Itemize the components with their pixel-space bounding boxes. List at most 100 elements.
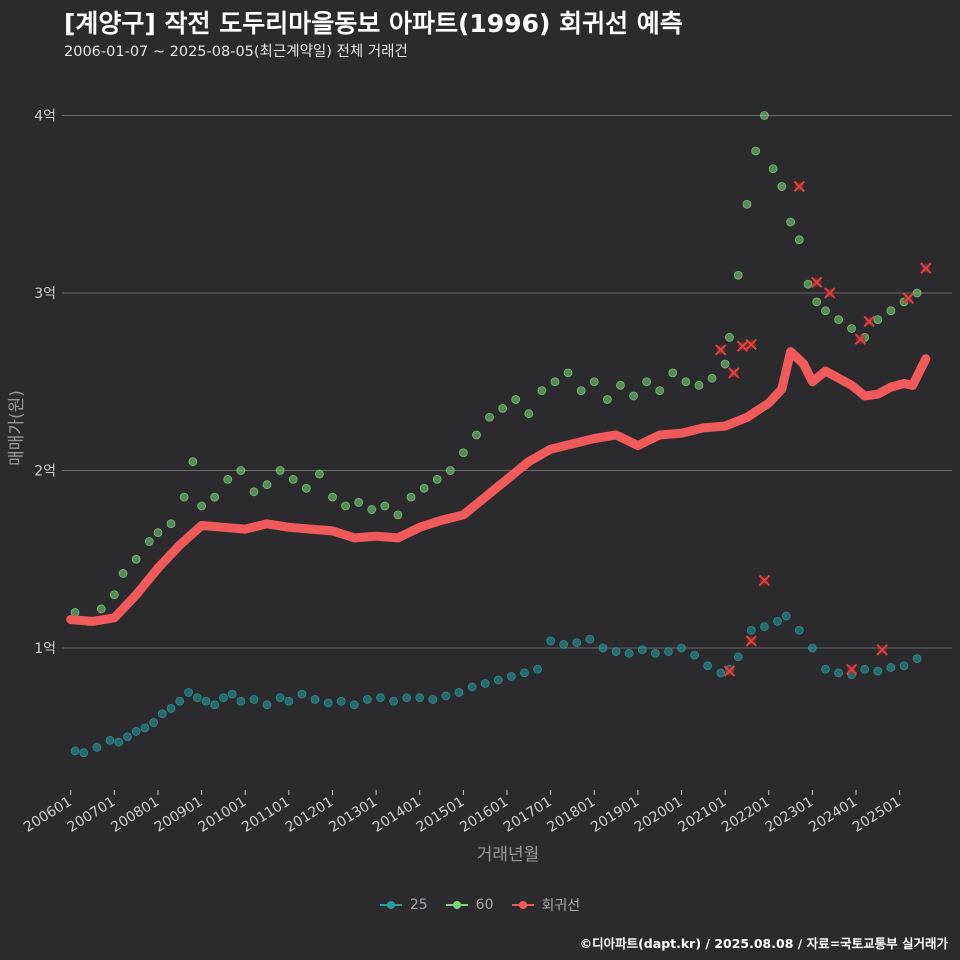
- point-25: [402, 693, 412, 703]
- point-60: [912, 288, 922, 298]
- point-25: [760, 622, 769, 632]
- point-25: [166, 703, 176, 713]
- point-60: [472, 430, 481, 440]
- x-axis-ticks: 2006012007012008012009012010012011012012…: [21, 790, 904, 836]
- forecast-marker-x: [854, 333, 867, 345]
- x-tick-label: 200801: [108, 794, 162, 836]
- point-60: [144, 537, 154, 546]
- point-25: [184, 687, 193, 697]
- point-60: [406, 492, 416, 502]
- point-60: [642, 377, 652, 387]
- point-25: [585, 634, 595, 644]
- x-tick-label: 201101: [239, 794, 293, 836]
- point-60: [681, 377, 691, 387]
- legend-label-60: 60: [475, 897, 494, 913]
- point-25: [677, 643, 686, 653]
- point-60: [524, 409, 534, 419]
- gridlines: [62, 115, 952, 649]
- point-60: [576, 386, 586, 396]
- point-25: [773, 616, 782, 626]
- point-25: [323, 698, 333, 708]
- x-tick-label: 202101: [675, 794, 729, 836]
- point-25: [611, 647, 621, 656]
- point-60: [328, 492, 337, 502]
- legend-item-60[interactable]: 60: [445, 895, 494, 915]
- point-60: [367, 505, 377, 514]
- point-25: [349, 700, 359, 710]
- point-60: [777, 182, 787, 191]
- point-60: [118, 569, 128, 578]
- x-tick-label: 200701: [65, 794, 119, 836]
- forecast-marker-x: [745, 635, 758, 647]
- point-25: [236, 696, 246, 706]
- point-60: [131, 554, 141, 564]
- point-60: [720, 359, 730, 369]
- point-60: [733, 270, 743, 280]
- point-25: [92, 743, 102, 752]
- point-25: [428, 695, 438, 704]
- legend-key-25: [379, 898, 402, 912]
- point-25: [149, 718, 159, 727]
- point-25: [262, 700, 272, 710]
- point-60: [288, 474, 298, 484]
- point-60: [589, 377, 599, 387]
- point-60: [707, 373, 717, 383]
- point-25: [807, 643, 817, 653]
- legend-key-regression: [511, 898, 534, 912]
- point-60: [742, 199, 752, 209]
- point-25: [860, 664, 870, 674]
- point-25: [227, 689, 237, 699]
- forecast-marker-x: [723, 665, 736, 677]
- point-60: [341, 501, 350, 511]
- point-25: [506, 672, 516, 681]
- point-25: [650, 648, 660, 658]
- y-tick-label: 4억: [34, 109, 56, 125]
- x-tick-label: 202501: [850, 794, 904, 836]
- forecast-marker-x: [745, 338, 758, 351]
- point-60: [563, 368, 573, 378]
- point-25: [703, 661, 713, 671]
- point-25: [415, 693, 425, 703]
- point-60: [812, 297, 822, 307]
- legend-item-regression[interactable]: 회귀선: [511, 895, 581, 915]
- forecast-marker-x: [728, 367, 740, 379]
- point-25: [546, 636, 556, 646]
- point-60: [537, 386, 547, 396]
- point-25: [249, 695, 259, 704]
- point-25: [140, 723, 150, 733]
- point-60: [223, 474, 233, 484]
- point-60: [301, 483, 311, 493]
- point-25: [297, 689, 307, 699]
- point-25: [624, 648, 634, 658]
- legend-key-60: [445, 898, 468, 912]
- x-tick-label: 200601: [21, 794, 75, 836]
- point-60: [511, 395, 521, 404]
- x-axis-label: 거래년월: [477, 845, 540, 865]
- forecast-marker-x: [736, 340, 749, 352]
- forecast-marker-x: [845, 663, 858, 676]
- x-tick-label: 201001: [196, 794, 250, 836]
- point-25: [533, 664, 542, 674]
- forecast-markers: [715, 180, 932, 677]
- point-60: [629, 391, 638, 401]
- legend-label-regression: 회귀선: [541, 898, 581, 914]
- point-25: [105, 735, 115, 745]
- point-60: [498, 403, 508, 413]
- point-25: [493, 675, 503, 685]
- point-25: [899, 661, 909, 671]
- point-60: [616, 380, 625, 390]
- point-25: [572, 638, 582, 648]
- point-60: [694, 380, 704, 390]
- scatter-points: [70, 111, 922, 758]
- point-60: [485, 412, 494, 422]
- legend-item-25[interactable]: 25: [379, 895, 428, 915]
- point-25: [131, 727, 141, 736]
- point-60: [794, 235, 804, 245]
- x-tick-label: 201701: [501, 794, 555, 836]
- point-60: [197, 501, 207, 511]
- credit: ©디아파트(dapt.kr) / 2025.08.08 / 자료=국토교통부 실…: [579, 936, 948, 951]
- forecast-marker-x: [863, 315, 875, 328]
- point-25: [781, 611, 791, 621]
- legend: 25 60 회귀선: [0, 895, 960, 915]
- point-25: [664, 647, 673, 656]
